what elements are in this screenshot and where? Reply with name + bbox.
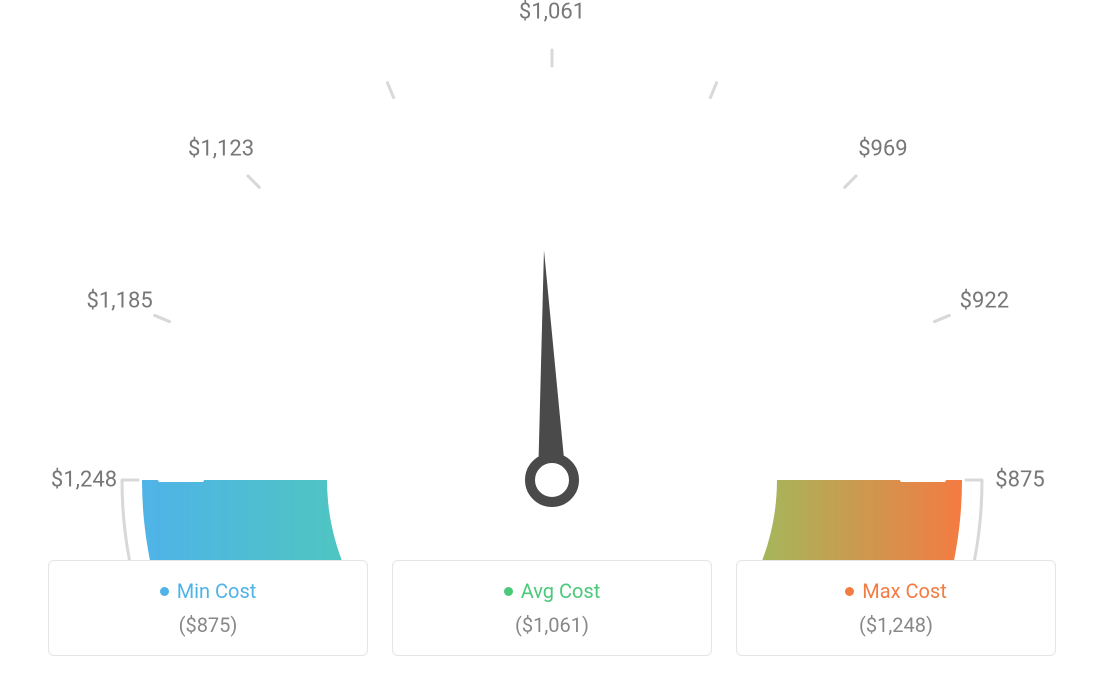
legend-label-min: Min Cost (160, 579, 257, 603)
legend-text-max: Max Cost (862, 579, 947, 603)
legend-card-max: Max Cost ($1,248) (736, 560, 1056, 656)
dot-icon (160, 587, 169, 596)
legend-value-max: ($1,248) (737, 613, 1055, 637)
legend-value-min: ($875) (49, 613, 367, 637)
legend-text-avg: Avg Cost (521, 579, 601, 603)
legend-card-min: Min Cost ($875) (48, 560, 368, 656)
gauge-tick-label: $1,185 (87, 288, 153, 313)
gauge-svg (0, 0, 1104, 560)
gauge-tick-label: $922 (960, 288, 1009, 313)
legend-label-max: Max Cost (845, 579, 947, 603)
legend-row: Min Cost ($875) Avg Cost ($1,061) Max Co… (0, 560, 1104, 656)
gauge-chart: $875 $922 $969 $1,061 $1,123 $1,185 $1,248 (0, 0, 1104, 560)
legend-value-avg: ($1,061) (393, 613, 711, 637)
legend-card-avg: Avg Cost ($1,061) (392, 560, 712, 656)
dot-icon (845, 587, 854, 596)
legend-label-avg: Avg Cost (504, 579, 601, 603)
gauge-tick-label: $1,248 (51, 468, 117, 493)
gauge-tick-label: $875 (995, 468, 1044, 493)
gauge-tick-label: $969 (858, 137, 907, 162)
gauge-tick-label: $1,123 (188, 137, 254, 162)
legend-text-min: Min Cost (177, 579, 257, 603)
cost-gauge-container: $875 $922 $969 $1,061 $1,123 $1,185 $1,248 Min… (0, 0, 1104, 690)
gauge-tick-label: $1,061 (519, 0, 585, 25)
dot-icon (504, 587, 513, 596)
